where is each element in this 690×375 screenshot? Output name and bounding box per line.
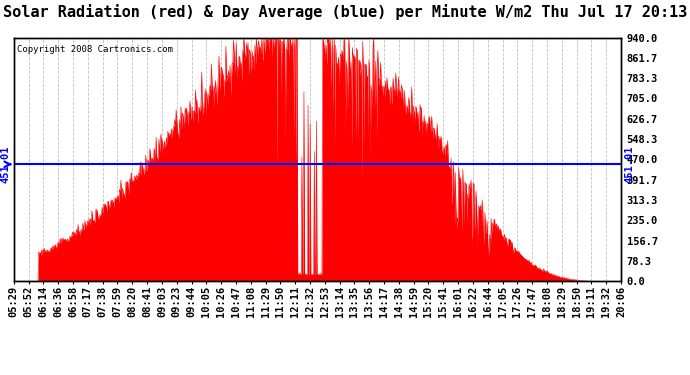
Text: 451.01: 451.01: [1, 146, 11, 183]
Text: 451.01: 451.01: [624, 146, 634, 183]
Text: Solar Radiation (red) & Day Average (blue) per Minute W/m2 Thu Jul 17 20:13: Solar Radiation (red) & Day Average (blu…: [3, 4, 687, 20]
Text: Copyright 2008 Cartronics.com: Copyright 2008 Cartronics.com: [17, 45, 172, 54]
